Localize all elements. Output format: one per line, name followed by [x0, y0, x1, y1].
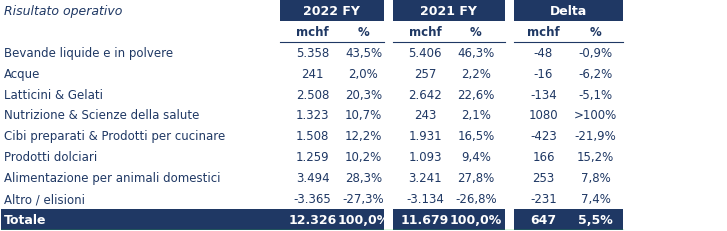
- Text: 2021 FY: 2021 FY: [420, 5, 477, 18]
- Text: >100%: >100%: [574, 109, 617, 122]
- Text: 1.259: 1.259: [296, 151, 329, 164]
- Text: Bevande liquide e in polvere: Bevande liquide e in polvere: [4, 46, 174, 59]
- Text: Nutrizione & Scienze della salute: Nutrizione & Scienze della salute: [4, 109, 200, 122]
- Text: 12.326: 12.326: [289, 213, 337, 226]
- Text: -6,2%: -6,2%: [579, 67, 613, 80]
- Text: 100,0%: 100,0%: [450, 213, 502, 226]
- Text: 9,4%: 9,4%: [461, 151, 491, 164]
- FancyBboxPatch shape: [384, 210, 393, 230]
- Text: 12,2%: 12,2%: [345, 130, 382, 143]
- Text: 5.406: 5.406: [409, 46, 442, 59]
- Text: Totale: Totale: [4, 213, 47, 226]
- FancyBboxPatch shape: [1, 210, 623, 230]
- Text: 243: 243: [414, 109, 436, 122]
- Text: -3.365: -3.365: [294, 192, 332, 205]
- Text: -16: -16: [534, 67, 553, 80]
- Text: Altro / elisioni: Altro / elisioni: [4, 192, 85, 205]
- Text: -5,1%: -5,1%: [579, 88, 613, 101]
- Text: Delta: Delta: [550, 5, 587, 18]
- Text: mchf: mchf: [409, 26, 441, 39]
- Text: 16,5%: 16,5%: [457, 130, 494, 143]
- Text: 2,0%: 2,0%: [349, 67, 378, 80]
- Text: 100,0%: 100,0%: [337, 213, 390, 226]
- FancyBboxPatch shape: [384, 1, 393, 21]
- Text: 2.642: 2.642: [409, 88, 442, 101]
- Text: mchf: mchf: [527, 26, 560, 39]
- Text: 7,8%: 7,8%: [581, 172, 611, 185]
- Text: 22,6%: 22,6%: [457, 88, 494, 101]
- Text: 257: 257: [414, 67, 436, 80]
- Text: 11.679: 11.679: [401, 213, 449, 226]
- Text: 1.323: 1.323: [296, 109, 329, 122]
- Text: -26,8%: -26,8%: [455, 192, 497, 205]
- Text: 10,2%: 10,2%: [345, 151, 382, 164]
- Text: -423: -423: [530, 130, 557, 143]
- Text: Prodotti dolciari: Prodotti dolciari: [4, 151, 97, 164]
- Text: 7,4%: 7,4%: [581, 192, 611, 205]
- Text: 241: 241: [302, 67, 324, 80]
- Text: 2022 FY: 2022 FY: [303, 5, 361, 18]
- Text: 46,3%: 46,3%: [457, 46, 494, 59]
- Text: 43,5%: 43,5%: [345, 46, 382, 59]
- Text: -0,9%: -0,9%: [579, 46, 613, 59]
- FancyBboxPatch shape: [393, 1, 505, 21]
- Text: -27,3%: -27,3%: [342, 192, 385, 205]
- Text: 5,5%: 5,5%: [578, 213, 613, 226]
- Text: 5.358: 5.358: [296, 46, 329, 59]
- Text: 647: 647: [531, 213, 556, 226]
- Text: 2,1%: 2,1%: [461, 109, 491, 122]
- Text: Alimentazione per animali domestici: Alimentazione per animali domestici: [4, 172, 221, 185]
- FancyBboxPatch shape: [505, 1, 514, 21]
- Text: 1.508: 1.508: [296, 130, 329, 143]
- Text: %: %: [470, 26, 482, 39]
- Text: -134: -134: [530, 88, 557, 101]
- Text: -48: -48: [534, 46, 553, 59]
- Text: 166: 166: [532, 151, 555, 164]
- FancyBboxPatch shape: [280, 1, 384, 21]
- Text: Acque: Acque: [4, 67, 41, 80]
- Text: -3.134: -3.134: [406, 192, 444, 205]
- Text: Cibi preparati & Prodotti per cucinare: Cibi preparati & Prodotti per cucinare: [4, 130, 225, 143]
- FancyBboxPatch shape: [514, 1, 623, 21]
- Text: 3.494: 3.494: [296, 172, 329, 185]
- Text: %: %: [590, 26, 601, 39]
- Text: 28,3%: 28,3%: [345, 172, 382, 185]
- Text: 10,7%: 10,7%: [345, 109, 382, 122]
- Text: 1.093: 1.093: [409, 151, 442, 164]
- Text: 3.241: 3.241: [409, 172, 442, 185]
- Text: 2.508: 2.508: [296, 88, 329, 101]
- Text: -231: -231: [530, 192, 557, 205]
- Text: Risultato operativo: Risultato operativo: [4, 5, 123, 18]
- Text: 1080: 1080: [529, 109, 558, 122]
- Text: Latticini & Gelati: Latticini & Gelati: [4, 88, 103, 101]
- Text: 15,2%: 15,2%: [577, 151, 614, 164]
- Text: -21,9%: -21,9%: [575, 130, 616, 143]
- Text: 27,8%: 27,8%: [457, 172, 494, 185]
- Text: %: %: [358, 26, 369, 39]
- Text: 20,3%: 20,3%: [345, 88, 382, 101]
- Text: 2,2%: 2,2%: [461, 67, 491, 80]
- FancyBboxPatch shape: [505, 210, 514, 230]
- Text: mchf: mchf: [297, 26, 329, 39]
- Text: 253: 253: [532, 172, 555, 185]
- Text: 1.931: 1.931: [409, 130, 442, 143]
